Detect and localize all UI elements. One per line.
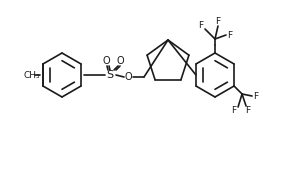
Text: O: O [124, 72, 132, 82]
Text: CH₃: CH₃ [24, 71, 40, 80]
Text: F: F [198, 21, 204, 30]
Text: F: F [253, 91, 259, 100]
Text: O: O [116, 56, 124, 66]
Text: F: F [215, 17, 220, 26]
Text: F: F [227, 30, 233, 39]
Text: O: O [102, 56, 110, 66]
Text: F: F [232, 105, 236, 114]
Text: S: S [106, 70, 114, 80]
Text: F: F [246, 105, 251, 114]
